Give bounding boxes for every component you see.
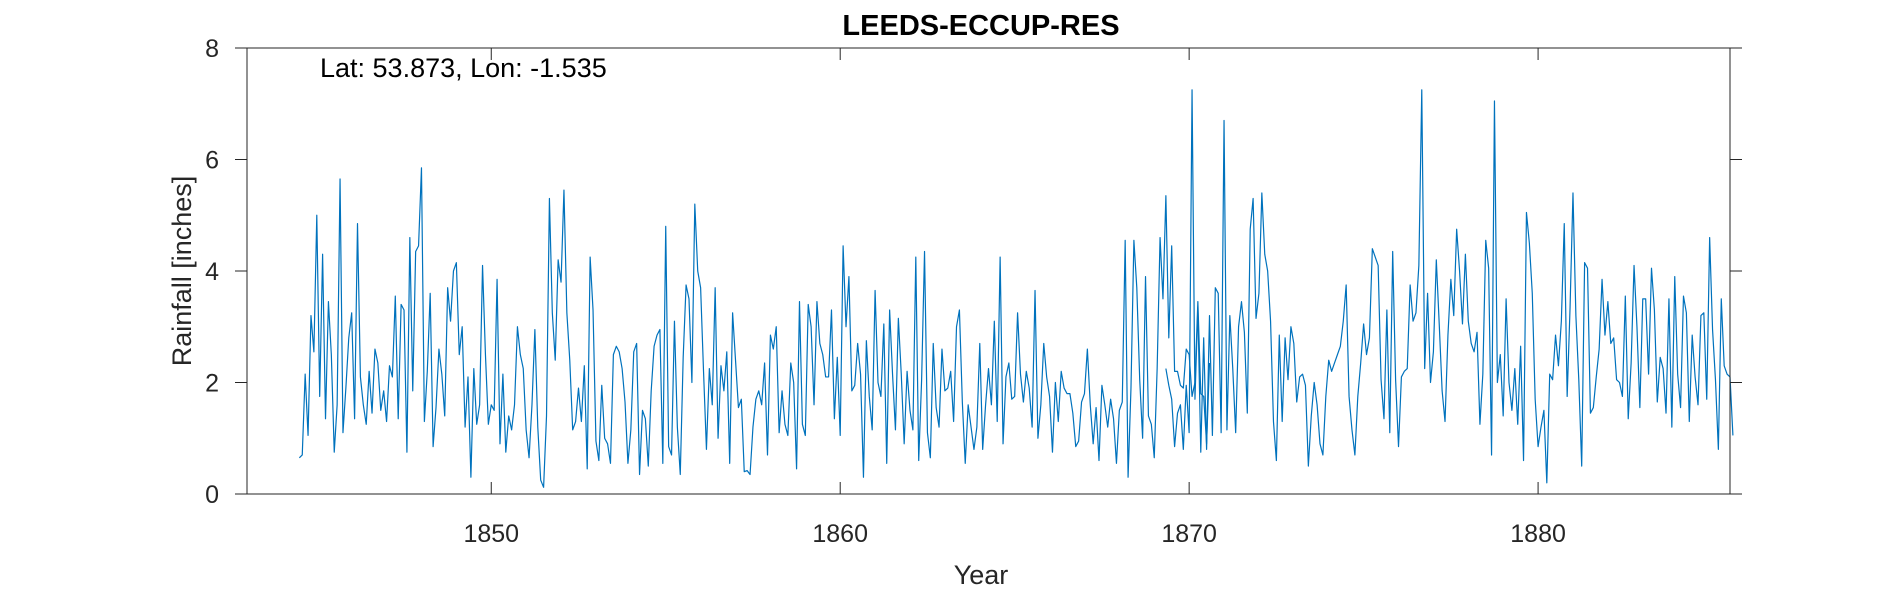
y-tick-label: 8 <box>205 35 219 63</box>
series-line-segment-2 <box>1165 89 1734 484</box>
x-tick-label: 1860 <box>812 520 868 548</box>
x-tick-label: 1850 <box>463 520 519 548</box>
plot-area <box>247 48 1730 494</box>
y-tick-label: 0 <box>205 481 219 509</box>
station-coordinates-annotation: Lat: 53.873, Lon: -1.535 <box>320 53 607 83</box>
ticks-layer: 1850 1860 1870 1880 0 2 4 6 8 <box>205 35 1742 548</box>
x-tick-label: 1880 <box>1510 520 1566 548</box>
y-axis-label: Rainfall [inches] <box>167 176 197 367</box>
x-axis-label: Year <box>954 560 1009 590</box>
data-layer <box>298 89 1734 488</box>
x-tick-label: 1870 <box>1161 520 1217 548</box>
series-line-segment-1 <box>298 167 1211 488</box>
axes-box <box>246 47 1731 495</box>
y-tick-label: 4 <box>205 258 219 286</box>
y-tick-label: 2 <box>205 370 219 398</box>
y-tick-label: 6 <box>205 147 219 175</box>
chart-title: LEEDS-ECCUP-RES <box>842 10 1119 42</box>
